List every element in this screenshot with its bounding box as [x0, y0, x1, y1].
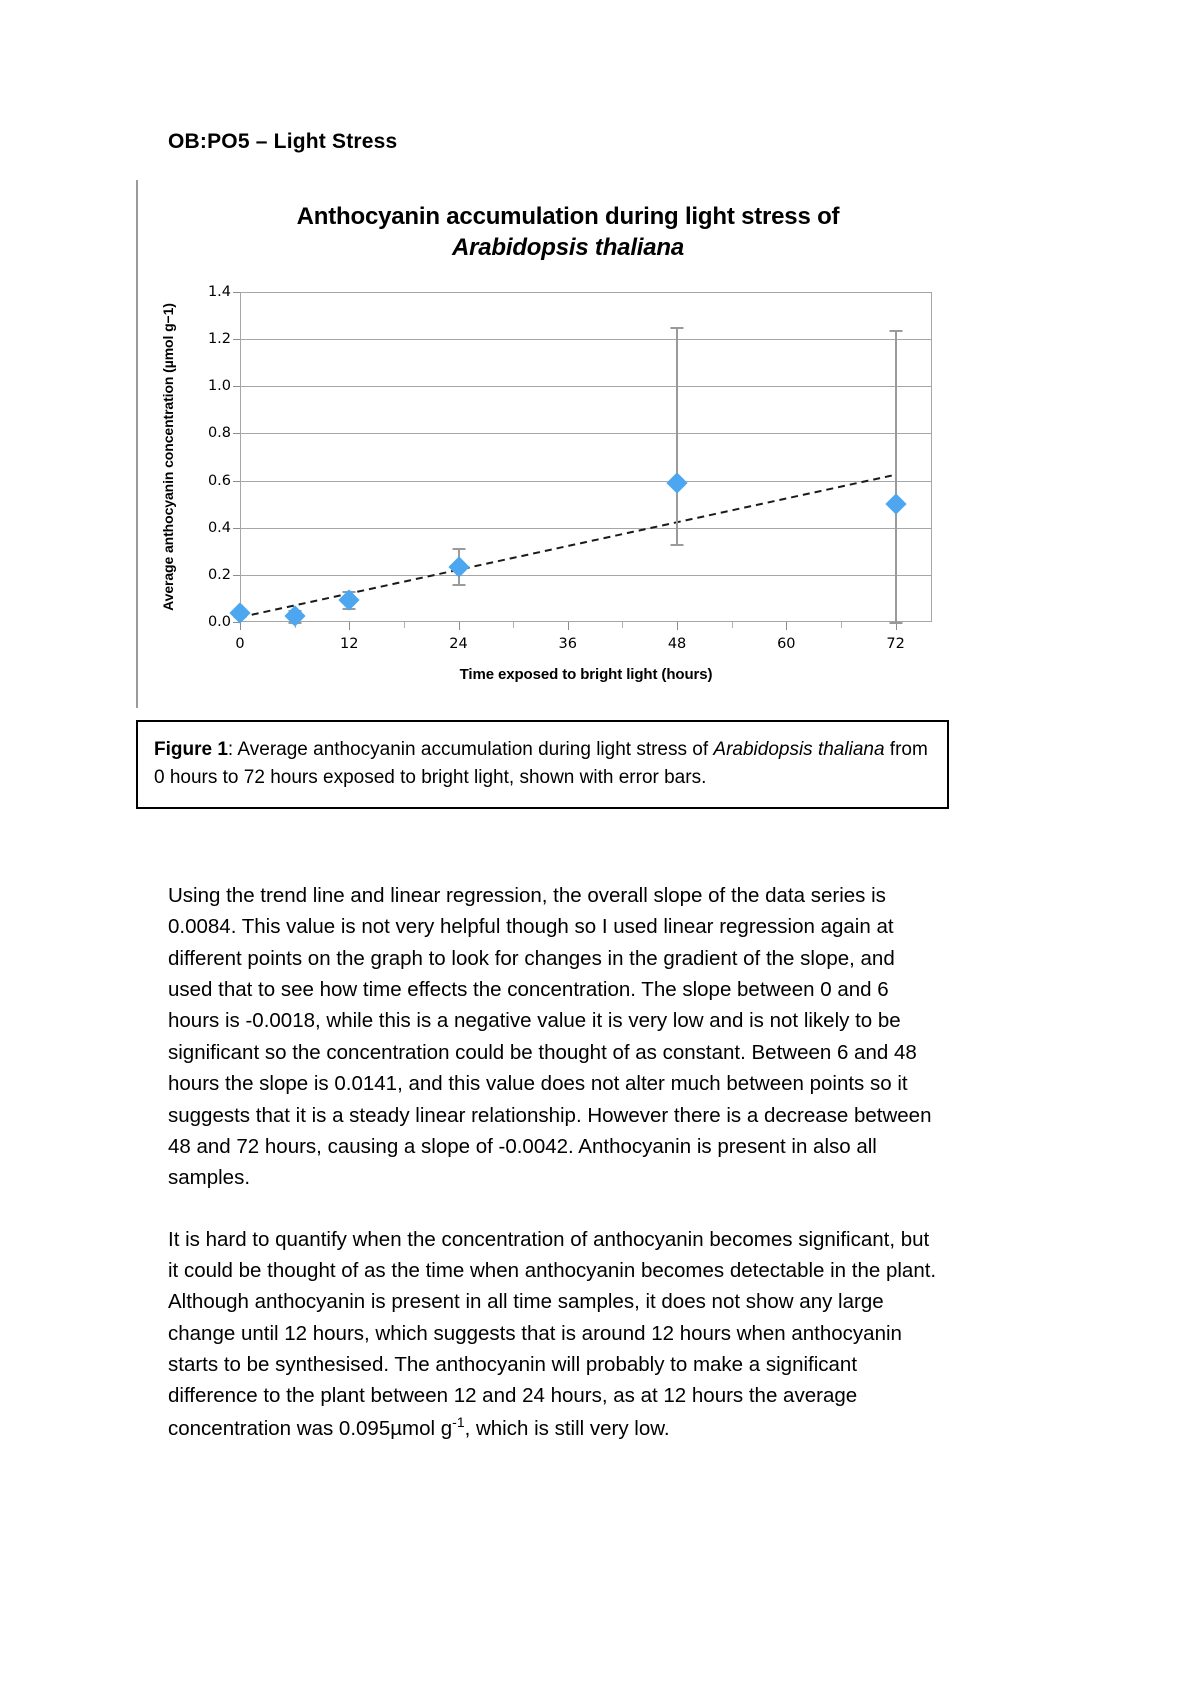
x-tick-label: 12 [340, 636, 359, 652]
error-bar-cap [452, 584, 466, 587]
y-tick-mark [233, 339, 240, 341]
error-bar-cap [889, 622, 903, 624]
y-gridline [240, 480, 932, 482]
x-tick-mark [786, 622, 788, 630]
y-gridline [240, 574, 932, 576]
figure-caption: Figure 1: Average anthocyanin accumulati… [154, 736, 931, 791]
page-title: OB:PO5 – Light Stress [168, 130, 398, 153]
x-tick-label: 60 [777, 636, 796, 652]
plot-frame [240, 292, 932, 622]
y-tick-label: 0.0 [207, 614, 231, 630]
y-tick-mark [233, 622, 240, 623]
y-tick-label: 1.0 [207, 378, 231, 395]
caption-part1: Average anthocyanin accumulation during … [237, 739, 714, 760]
caption-sep: : [227, 739, 238, 760]
paragraph-2: It is hard to quantify when the concentr… [168, 1224, 938, 1444]
error-bar-cap [670, 544, 684, 547]
error-bar-cap [889, 329, 903, 332]
body-text: Using the trend line and linear regressi… [168, 880, 938, 1444]
paragraph-2-part2: , which is still very low. [464, 1416, 670, 1440]
caption-label: Figure 1 [154, 739, 228, 760]
caption-species: Arabidopsis thaliana [713, 739, 885, 760]
y-tick-label: 0.4 [207, 519, 231, 536]
x-tick-mark [513, 622, 515, 628]
error-bar [676, 327, 679, 545]
error-bar [894, 329, 897, 622]
x-tick-label: 24 [449, 636, 468, 652]
y-tick-label: 1.4 [207, 284, 231, 300]
chart-title: Anthocyanin accumulation during light st… [198, 202, 938, 263]
x-axis-title: Time exposed to bright light (hours) [459, 666, 713, 683]
y-tick-mark [233, 574, 240, 576]
x-tick-mark [403, 622, 405, 628]
y-axis-title: Average anthocyanin concentration (µmol … [160, 303, 176, 611]
chart-title-line1: Anthocyanin accumulation during light st… [296, 203, 840, 230]
paragraph-1: Using the trend line and linear regressi… [168, 884, 932, 1190]
x-tick-mark [567, 622, 569, 630]
chart-container: Anthocyanin accumulation during light st… [136, 180, 949, 708]
x-tick-label: 72 [886, 636, 905, 652]
y-gridline [240, 339, 932, 341]
y-tick-mark [233, 292, 240, 293]
y-tick-label: 0.8 [207, 425, 231, 442]
chart-title-line2: Arabidopsis thaliana [451, 233, 685, 261]
paragraph-2-part1: It is hard to quantify when the concentr… [168, 1227, 937, 1440]
x-tick-label: 48 [667, 636, 687, 652]
y-tick-label: 0.6 [207, 472, 231, 489]
x-tick-mark [622, 622, 624, 628]
figure-1: Anthocyanin accumulation during light st… [136, 180, 949, 810]
figure-caption-box: Figure 1: Average anthocyanin accumulati… [136, 720, 949, 810]
y-tick-mark [233, 480, 240, 482]
error-bar-cap [670, 327, 684, 330]
x-tick-mark [240, 622, 241, 630]
y-tick-label: 1.2 [207, 331, 231, 348]
plot-area: 0.0 0.2 0.4 0.6 0.8 1.0 1.2 1.4 0 12 24 36 48 60 72 [208, 284, 932, 652]
y-tick-label: 0.2 [207, 566, 231, 583]
x-tick-mark [458, 622, 460, 630]
error-bar-cap [452, 547, 466, 550]
y-tick-mark [233, 527, 240, 529]
y-tick-mark [233, 433, 240, 435]
x-tick-mark [840, 622, 842, 628]
x-tick-mark [895, 622, 897, 630]
x-tick-label: 36 [558, 636, 578, 652]
caption-part2: from 0 hours to 72 hours exposed to brig… [154, 739, 928, 788]
y-gridline [240, 386, 932, 388]
y-gridline [240, 292, 932, 293]
y-gridline [240, 527, 932, 529]
paragraph-2-superscript: -1 [452, 1413, 465, 1430]
x-tick-mark [731, 622, 733, 628]
y-gridline [240, 433, 932, 435]
x-tick-mark [677, 622, 679, 630]
y-tick-mark [233, 386, 240, 388]
x-tick-label: 0 [235, 636, 245, 652]
x-tick-mark [349, 622, 351, 630]
